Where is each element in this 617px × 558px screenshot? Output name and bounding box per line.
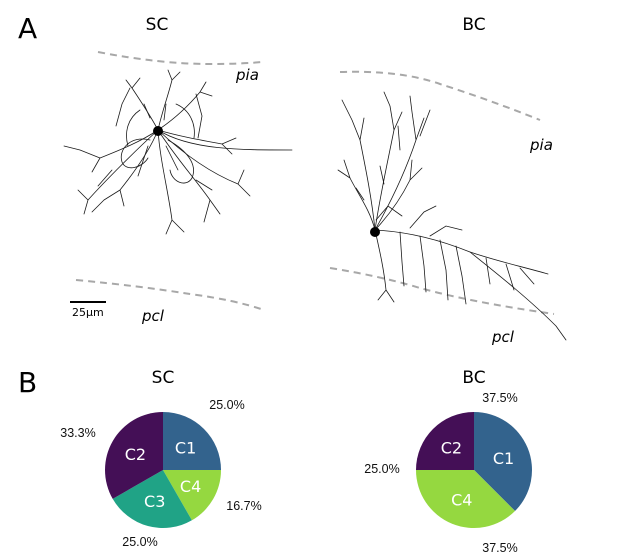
sc-pcl-label: pcl (141, 307, 165, 325)
sc-pie-slice-c1 (163, 412, 221, 470)
sc-title: SC (146, 15, 169, 35)
sc-dendrites (63, 69, 293, 235)
bc-pie-slice-c1 (474, 412, 532, 512)
bc-pie-pct-c4: 37.5% (482, 541, 517, 555)
sc-pie-slices: C1 25.0% C4 16.7% C3 25.0% C2 33.3% (60, 398, 261, 549)
sc-pie-label-c2: C2 (125, 445, 146, 464)
bc-pie-slice-c2 (416, 412, 474, 470)
bc-pie-label-c4: C4 (451, 491, 472, 510)
sc-pie-chart: SC C1 25.0% C4 16.7% C3 25.0% C2 33.3% (60, 368, 261, 549)
bc-pie-slice-c4 (416, 470, 516, 528)
sc-pcl-boundary (75, 279, 265, 311)
bc-soma (370, 227, 380, 237)
bc-pie-pct-c2: 25.0% (364, 462, 399, 476)
sc-pie-pct-c1: 25.0% (209, 398, 244, 412)
bc-morphology: BC pia pcl (329, 15, 567, 346)
panel-a-letter: A (18, 12, 37, 45)
bc-title: BC (462, 15, 485, 35)
sc-pia-label: pia (235, 66, 259, 84)
sc-soma (153, 126, 163, 136)
bc-pie-slices: C1 37.5% C4 37.5% C2 25.0% (364, 391, 532, 555)
panel-b-letter: B (18, 366, 37, 399)
sc-pie-title: SC (152, 368, 175, 388)
sc-pie-label-c1: C1 (175, 438, 196, 457)
sc-pie-label-c3: C3 (144, 492, 165, 511)
bc-pcl-boundary (329, 267, 555, 315)
sc-pie-slice-c2 (105, 412, 163, 499)
bc-pie-chart: BC C1 37.5% C4 37.5% C2 25.0% (364, 368, 532, 555)
bc-pie-pct-c1: 37.5% (482, 391, 517, 405)
sc-pie-pct-c2: 33.3% (60, 426, 95, 440)
bc-dendrites (337, 91, 567, 341)
scale-bar-label: 25µm (72, 306, 104, 319)
bc-pia-label: pia (529, 136, 553, 154)
bc-pie-title: BC (462, 368, 485, 388)
sc-pie-pct-c3: 25.0% (122, 535, 157, 549)
bc-pie-label-c2: C2 (441, 438, 462, 457)
sc-pie-pct-c4: 16.7% (226, 499, 261, 513)
bc-pie-label-c1: C1 (493, 449, 514, 468)
sc-pia-boundary (97, 51, 263, 66)
sc-morphology: SC pia pcl 25µm (63, 15, 293, 325)
bc-pia-boundary (339, 70, 541, 121)
sc-pie-slice-c3 (112, 470, 192, 528)
bc-pcl-label: pcl (491, 328, 515, 346)
sc-pie-label-c4: C4 (180, 477, 201, 496)
sc-pie-slice-c4 (163, 470, 221, 521)
